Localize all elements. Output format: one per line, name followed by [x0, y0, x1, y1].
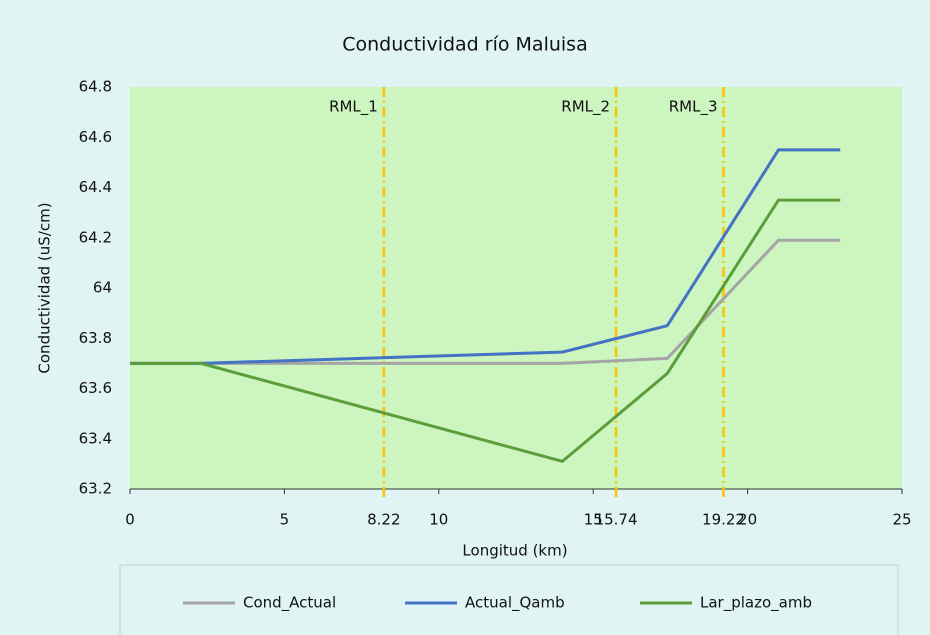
reference-label: RML_2	[561, 98, 610, 117]
reference-label: RML_3	[669, 98, 718, 117]
reference-x-label: 19.22	[702, 511, 745, 529]
y-tick-label: 63.4	[79, 429, 112, 447]
x-axis-label: Longitud (km)	[462, 542, 567, 560]
x-tick-label: 25	[892, 511, 911, 529]
y-tick-label: 64.8	[79, 78, 112, 96]
legend-label: Actual_Qamb	[465, 594, 565, 613]
x-tick-label: 0	[125, 511, 135, 529]
y-tick-label: 63.6	[79, 379, 112, 397]
reference-x-label: 15.74	[595, 511, 638, 529]
legend-label: Cond_Actual	[243, 594, 336, 613]
y-tick-label: 64	[93, 279, 112, 297]
x-tick-label: 20	[738, 511, 757, 529]
y-tick-label: 64.6	[79, 128, 112, 146]
legend-box	[119, 564, 899, 635]
y-axis-label: Conductividad (uS/cm)	[36, 202, 54, 373]
series-line	[130, 198, 841, 464]
reference-x-label: 8.22	[367, 511, 400, 529]
y-tick-label: 63.8	[79, 329, 112, 347]
y-tick-label: 63.2	[79, 480, 112, 498]
y-tick-label: 64.2	[79, 228, 112, 246]
y-tick-label: 64.4	[79, 178, 112, 196]
x-tick-label: 5	[280, 511, 290, 529]
reference-label: RML_1	[329, 98, 378, 117]
plot-area	[130, 87, 902, 489]
chart-title: Conductividad río Maluisa	[342, 34, 587, 56]
x-tick-label: 15	[584, 511, 603, 529]
legend-label: Lar_plazo_amb	[700, 594, 812, 613]
x-tick-label: 10	[429, 511, 448, 529]
